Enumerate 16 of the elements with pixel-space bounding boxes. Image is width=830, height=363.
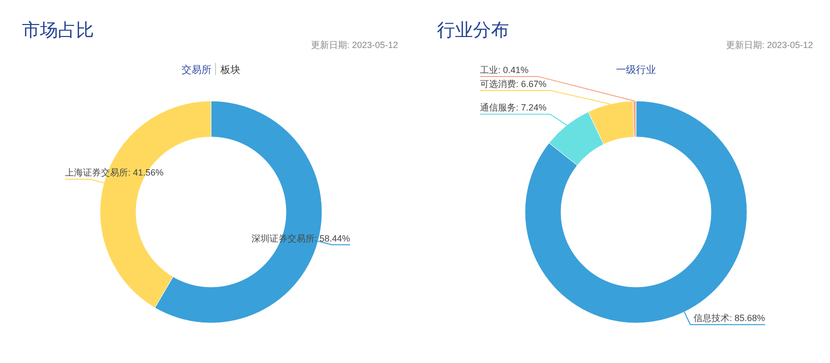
slice-label: 信息技术	[693, 313, 730, 324]
data-label: : 58.44%	[314, 233, 350, 244]
text: 板块	[220, 64, 240, 76]
data-label: : 85.68%	[729, 313, 765, 324]
slice-label: 可选消费	[480, 78, 516, 89]
chart-title: 行业分布	[437, 20, 509, 40]
chart-subtitle: 交易所	[182, 64, 212, 76]
chart-subtitle: 一级行业	[616, 64, 656, 76]
data-label: : 0.41%	[498, 64, 529, 75]
slice-label: 工业	[480, 64, 498, 75]
data-label: : 7.24%	[516, 102, 547, 113]
text: 更新日期: 2023-05-12	[726, 40, 813, 50]
chart-title: 市场占比	[22, 20, 94, 40]
data-label: : 6.67%	[516, 78, 547, 89]
slice-label: 通信服务	[480, 102, 516, 113]
text: 更新日期: 2023-05-12	[310, 40, 398, 50]
